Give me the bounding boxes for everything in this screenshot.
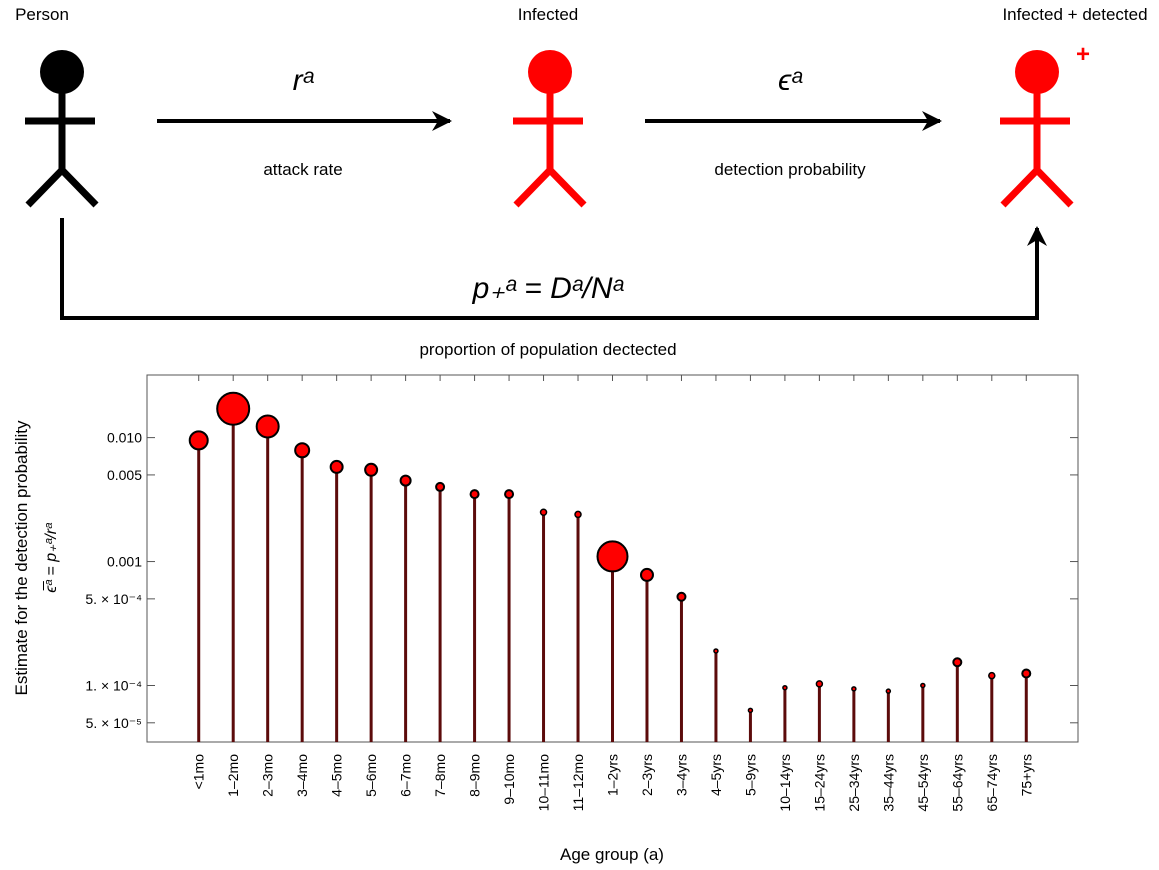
proportion-label: proportion of population dectected	[419, 340, 676, 359]
detect-symbol: ϵᵃ	[778, 64, 803, 97]
x-tick-label: 45–54yrs	[915, 754, 931, 812]
x-tick-label: 6–7mo	[398, 754, 414, 797]
marker	[676, 591, 687, 602]
x-tick-label: 10–14yrs	[777, 754, 793, 812]
marker	[469, 489, 480, 500]
plus-sign: +	[1076, 41, 1090, 68]
proportion-formula: p₊ᵃ = Dᵃ/Nᵃ	[472, 272, 625, 305]
marker	[188, 430, 209, 451]
x-tick-label: 15–24yrs	[811, 754, 827, 812]
marker	[539, 508, 548, 516]
y-tick-label: 0.001	[107, 554, 142, 570]
x-tick-label: 3–4yrs	[673, 754, 689, 796]
person-icon	[25, 50, 99, 208]
x-tick-label: 65–74yrs	[984, 754, 1000, 812]
x-tick-label: 11–12mo	[570, 754, 586, 812]
marker	[639, 567, 654, 582]
x-tick-label: 9–10mo	[501, 754, 517, 805]
marker	[885, 688, 892, 694]
marker	[782, 684, 788, 691]
detected-icon	[1000, 50, 1074, 208]
marker	[435, 481, 446, 492]
marker	[851, 686, 857, 692]
x-tick-label: 4–5yrs	[708, 754, 724, 796]
marker	[747, 707, 754, 714]
x-tick-label: 7–8mo	[432, 754, 448, 797]
marker	[988, 671, 996, 680]
rate-symbol: rᵃ	[293, 64, 315, 97]
x-axis-label: Age group (a)	[560, 845, 664, 864]
marker	[294, 442, 311, 459]
marker	[399, 474, 412, 487]
x-tick-label: 10–11mo	[536, 754, 552, 812]
x-tick-label: 35–44yrs	[880, 754, 896, 812]
connector-arrow	[60, 218, 1047, 320]
marker	[1021, 668, 1032, 679]
y-axis-label: Estimate for the detection probability	[12, 420, 31, 695]
y-axis-formula: ϵ̅ᵃ = p₊ᵃ/rᵃ	[42, 522, 60, 593]
marker	[329, 459, 344, 474]
infected-label: Infected	[518, 5, 579, 24]
marker	[504, 489, 515, 500]
infected-icon	[513, 50, 587, 208]
person-label: Person	[15, 5, 69, 24]
y-tick-label: 1. × 10⁻⁴	[85, 677, 142, 693]
marker	[920, 682, 926, 689]
y-tick-label: 5. × 10⁻⁴	[85, 591, 142, 607]
marker	[815, 680, 824, 688]
x-tick-label: 1–2yrs	[605, 754, 621, 796]
y-tick-label: 5. × 10⁻⁵	[86, 715, 142, 731]
rate-label: attack rate	[263, 160, 342, 179]
chart: Estimate for the detection probability ϵ…	[12, 374, 1079, 864]
x-tick-label: 4–5mo	[329, 754, 345, 797]
detected-label: Infected + detected	[1002, 5, 1147, 24]
detect-label: detection probability	[714, 160, 866, 179]
x-tick-label: 25–34yrs	[846, 754, 862, 812]
marker	[952, 657, 963, 668]
x-tick-label: 8–9mo	[467, 754, 483, 797]
marker	[574, 510, 582, 519]
x-tick-label: 75+yrs	[1018, 754, 1034, 796]
x-tick-label: 55–64yrs	[949, 754, 965, 812]
x-tick-label: 1–2mo	[225, 754, 241, 797]
y-tick-label: 0.010	[107, 430, 142, 446]
x-tick-label: 3–4mo	[294, 754, 310, 797]
marker	[596, 540, 629, 573]
marker	[216, 391, 251, 426]
marker	[713, 648, 719, 654]
x-tick-label: 2–3yrs	[639, 754, 655, 796]
x-tick-label: <1mo	[191, 754, 207, 790]
y-tick-label: 0.005	[107, 467, 142, 483]
x-tick-label: 2–3mo	[260, 754, 276, 797]
marker	[255, 414, 280, 439]
x-tick-label: 5–6mo	[363, 754, 379, 797]
marker	[364, 462, 379, 477]
x-tick-label: 5–9yrs	[742, 754, 758, 796]
